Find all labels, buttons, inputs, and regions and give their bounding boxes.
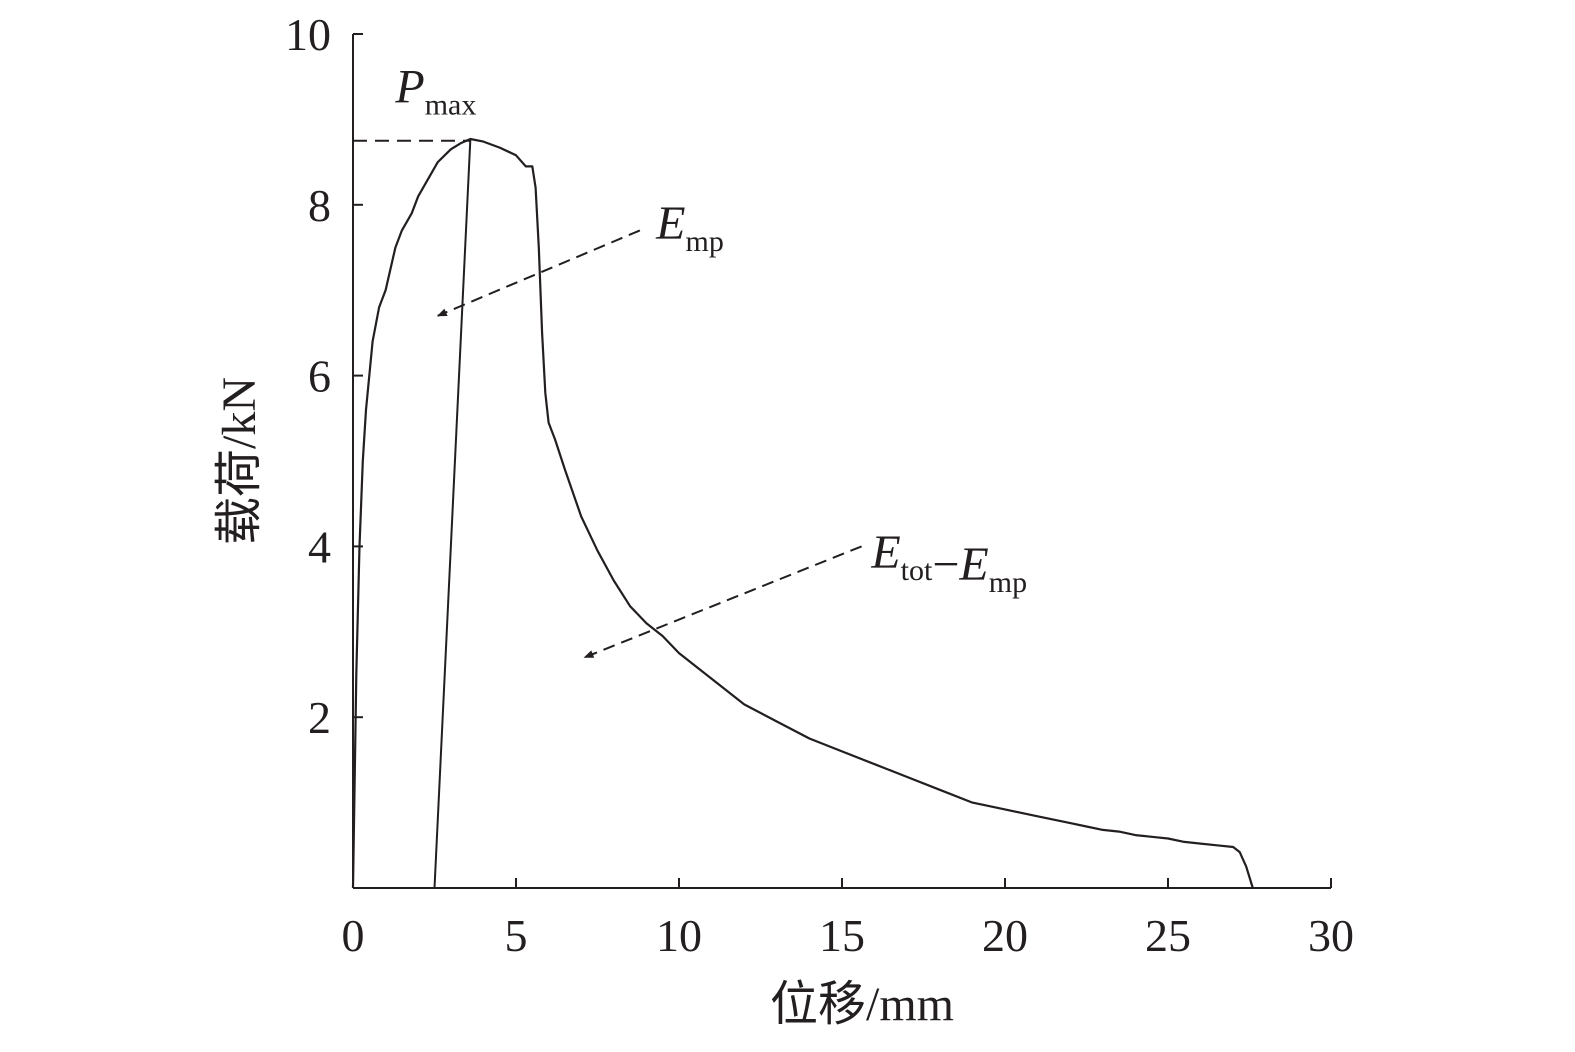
y-tick-label: 10 [285, 9, 331, 60]
annotation-label: Pmax [394, 60, 476, 121]
y-axis-title: 载荷/kN [213, 377, 266, 545]
y-tick-label: 4 [308, 521, 331, 572]
x-tick-label: 30 [1308, 910, 1354, 961]
load-displacement-line [351, 137, 1254, 889]
x-tick-label: 10 [656, 910, 702, 961]
unloading-line [433, 138, 472, 889]
x-tick-label: 5 [505, 910, 528, 961]
y-tick-label: 2 [308, 692, 331, 743]
y-tick-label: 8 [308, 180, 331, 231]
x-tick-label: 20 [982, 910, 1028, 961]
y-tick-label: 6 [308, 351, 331, 402]
x-tick-label: 0 [342, 910, 365, 961]
annotation-label: Emp [655, 197, 724, 258]
annotation-arrow [583, 545, 862, 659]
annotation-label: Etot−Emp [870, 526, 1027, 599]
x-axis-title: 位移/mm [770, 978, 954, 1031]
x-tick-label: 25 [1145, 910, 1191, 961]
annotation-arrow [436, 229, 641, 317]
x-tick-label: 15 [819, 910, 865, 961]
